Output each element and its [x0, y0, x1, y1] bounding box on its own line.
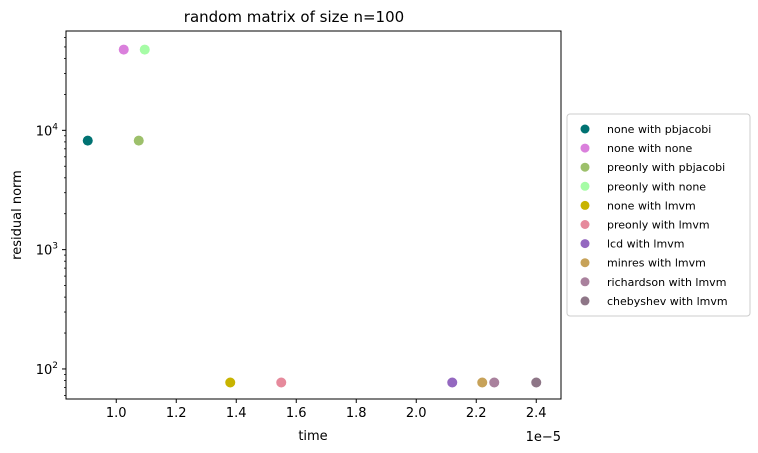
legend-marker: [580, 239, 590, 249]
scatter-points: [82, 44, 542, 388]
data-point: [489, 377, 500, 388]
data-point: [133, 135, 144, 146]
plot-area: [65, 30, 562, 400]
data-point: [225, 377, 236, 388]
x-tick-label: 1.8: [346, 406, 367, 421]
x-tick-label: 1.0: [106, 406, 127, 421]
legend-label: minres with lmvm: [607, 257, 706, 270]
legend-marker: [580, 220, 590, 229]
legend-label: none with lmvm: [607, 199, 696, 212]
data-point: [531, 377, 542, 388]
data-point: [447, 377, 458, 388]
legend-marker: [580, 124, 590, 134]
legend-marker: [580, 277, 590, 287]
legend-marker: [580, 296, 590, 306]
x-offset-label: 1e−5: [526, 430, 561, 445]
legend-label: richardson with lmvm: [607, 276, 726, 289]
x-axis: 1.0 1.2 1.4 1.6 1.8 2.0 2.2 2.4: [106, 399, 547, 421]
legend-marker: [580, 200, 590, 210]
legend-label: lcd with lmvm: [607, 238, 684, 251]
data-point: [276, 377, 287, 388]
y-axis-label: residual norm: [10, 170, 25, 260]
y-tick-label: 102: [36, 361, 58, 378]
data-point: [118, 44, 129, 55]
chart-title: random matrix of size n=100: [184, 8, 404, 26]
x-tick-label: 1.2: [166, 406, 187, 421]
legend: none with pbjacobi none with none preonly …: [566, 113, 751, 317]
x-tick-label: 2.0: [406, 406, 427, 421]
legend-marker: [580, 258, 590, 268]
x-tick-label: 2.4: [526, 406, 547, 421]
data-point: [139, 44, 150, 55]
legend-frame: [566, 113, 751, 317]
legend-label: chebyshev with lmvm: [607, 295, 728, 308]
data-point: [477, 377, 488, 388]
x-tick-label: 2.2: [466, 406, 487, 421]
legend-marker: [580, 181, 590, 191]
legend-label: preonly with lmvm: [607, 219, 710, 232]
x-tick-label: 1.6: [286, 406, 307, 421]
data-point: [82, 135, 93, 146]
x-axis-label: time: [298, 429, 327, 444]
y-tick-label: 103: [36, 242, 58, 259]
legend-label: none with none: [607, 142, 692, 155]
legend-label: preonly with none: [607, 180, 706, 193]
legend-marker: [580, 143, 590, 153]
y-tick-label: 104: [36, 122, 59, 139]
legend-label: none with pbjacobi: [607, 123, 711, 136]
x-tick-label: 1.4: [226, 406, 247, 421]
y-axis: 102 103 104: [36, 37, 66, 396]
legend-label: preonly with pbjacobi: [607, 161, 725, 174]
legend-marker: [580, 162, 590, 172]
